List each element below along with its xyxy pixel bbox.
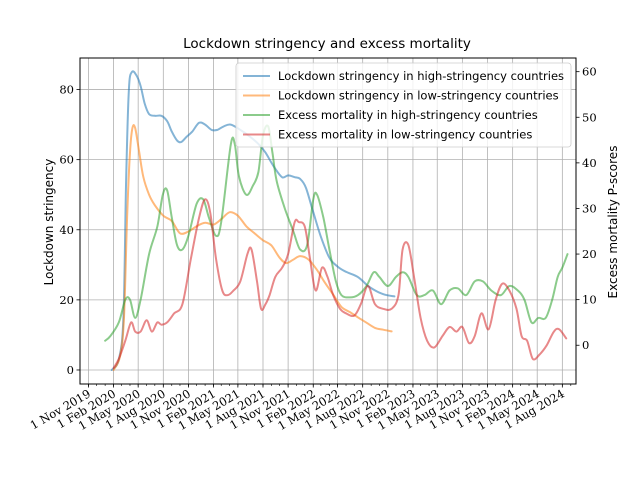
- chart-title: Lockdown stringency and excess mortality: [183, 36, 471, 52]
- plot-frame: [79, 57, 577, 385]
- y2-tick-label: 60: [582, 65, 597, 79]
- series-line-1: [110, 70, 396, 371]
- legend-entry: Lockdown stringency in low-stringency co…: [278, 89, 559, 103]
- legend-entry: Lockdown stringency in high-stringency c…: [278, 69, 564, 83]
- y-axis-label: Lockdown stringency: [42, 159, 56, 286]
- y2-tick-label: 20: [582, 247, 597, 261]
- y-tick-label: 40: [59, 223, 74, 237]
- y2-tick-label: 40: [582, 156, 597, 170]
- left-axis-ticks: 0 20 40 60 80: [59, 83, 80, 377]
- y2-tick-label: 10: [582, 293, 597, 307]
- series-line-3: [104, 124, 569, 342]
- right-axis-ticks: 0 10 20 30 40 50 60: [576, 65, 597, 352]
- series-line-4: [112, 198, 568, 369]
- legend-entry: Excess mortality in high-stringency coun…: [278, 108, 538, 122]
- y2-tick-label: 0: [582, 338, 589, 352]
- legend: Lockdown stringency in high-stringency c…: [235, 62, 572, 148]
- legend-box: [235, 62, 572, 148]
- series-lines: [104, 70, 569, 371]
- y-tick-label: 20: [59, 293, 74, 307]
- y-tick-label: 80: [59, 83, 74, 97]
- y-tick-label: 60: [59, 153, 74, 167]
- y2-tick-label: 30: [582, 201, 597, 215]
- y-tick-label: 0: [67, 363, 74, 377]
- y2-axis-label: Excess mortality P-scores: [606, 146, 620, 299]
- legend-entry: Excess mortality in low-stringency count…: [278, 128, 532, 142]
- series-line-2: [112, 124, 393, 371]
- y2-tick-label: 50: [582, 110, 597, 124]
